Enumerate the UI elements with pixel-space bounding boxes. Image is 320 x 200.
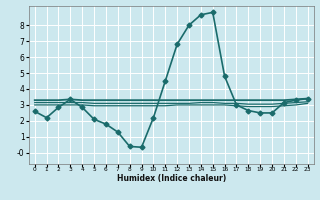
X-axis label: Humidex (Indice chaleur): Humidex (Indice chaleur) — [116, 174, 226, 183]
